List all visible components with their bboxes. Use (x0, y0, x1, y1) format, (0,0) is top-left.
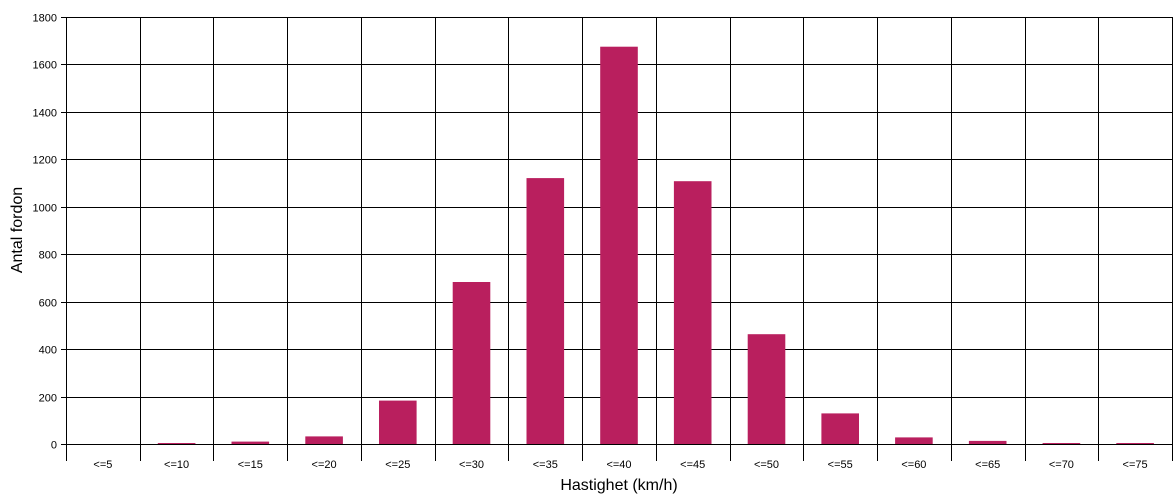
y-tick-label: 0 (51, 440, 57, 452)
bar-le-25 (379, 400, 417, 444)
y-tick-label: 600 (39, 298, 57, 310)
bar-le-15 (231, 441, 270, 444)
x-tick-label: <=20 (312, 459, 337, 471)
x-tick-label: <=35 (533, 459, 558, 471)
x-tick-label: <=30 (459, 459, 484, 471)
y-axis-title: Antal fordon (9, 187, 26, 273)
bar-le-45 (673, 181, 712, 444)
x-tick-label: <=65 (975, 459, 1000, 471)
x-tick-label: <=25 (385, 459, 410, 471)
y-tick-label: 1000 (33, 203, 57, 215)
bar-le-50 (747, 334, 786, 444)
x-axis-title: Hastighet (km/h) (560, 477, 677, 494)
bars (157, 46, 1154, 444)
y-tick-label: 800 (39, 250, 57, 262)
bar-le-70 (1042, 443, 1081, 444)
x-tick-label: <=5 (93, 459, 112, 471)
bar-le-20 (305, 436, 343, 444)
bar-le-60 (895, 437, 933, 444)
x-tick-label: <=75 (1123, 459, 1148, 471)
y-tick-label: 200 (39, 393, 57, 405)
y-tick-label: 1800 (33, 13, 57, 25)
x-tick-label: <=15 (238, 459, 263, 471)
x-tick-label: <=45 (680, 459, 705, 471)
x-tick-label: <=55 (828, 459, 853, 471)
x-tick-label: <=70 (1049, 459, 1074, 471)
x-tick-label: <=60 (901, 459, 926, 471)
axes (61, 17, 1172, 445)
x-tick-label: <=10 (164, 459, 189, 471)
y-tick-label: 1200 (33, 155, 57, 167)
bar-le-10 (157, 443, 196, 444)
y-tick-label: 400 (39, 345, 57, 357)
x-tick-label: <=50 (754, 459, 779, 471)
bar-le-65 (968, 440, 1007, 444)
y-tick-labels: 0 200 400 600 800 1000 1200 1400 1600 1800 (33, 13, 57, 452)
x-tick-label: <=40 (606, 459, 631, 471)
x-tick-labels: <=5 <=10 <=15 <=20 <=25 <=30 <=35 <=40 <=45 <=50 <… (93, 459, 1147, 471)
bar-le-30 (452, 282, 491, 444)
bar-le-40 (600, 46, 638, 444)
bar-le-55 (821, 413, 859, 444)
y-tick-label: 1400 (33, 108, 57, 120)
bar-le-35 (526, 178, 565, 444)
bar-le-75 (1116, 443, 1154, 444)
y-tick-label: 1600 (33, 60, 57, 72)
